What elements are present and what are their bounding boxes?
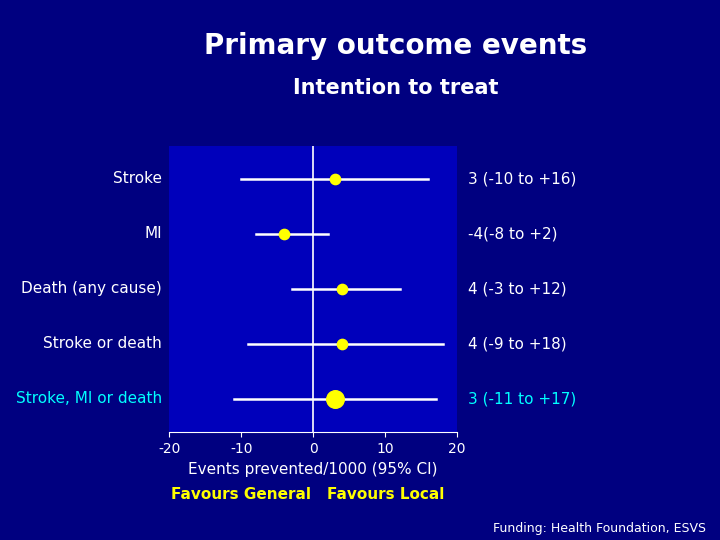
Text: Stroke: Stroke (113, 171, 162, 186)
Text: 3 (-11 to +17): 3 (-11 to +17) (468, 392, 576, 407)
Text: Primary outcome events: Primary outcome events (204, 32, 588, 60)
Text: Favours Local: Favours Local (326, 487, 444, 502)
Text: Events prevented/1000 (95% CI): Events prevented/1000 (95% CI) (189, 462, 438, 477)
Point (329, 174, 341, 183)
Text: -4(-8 to +2): -4(-8 to +2) (468, 226, 557, 241)
Text: Death (any cause): Death (any cause) (22, 281, 162, 296)
Text: Stroke, MI or death: Stroke, MI or death (16, 392, 162, 407)
Text: 4 (-3 to +12): 4 (-3 to +12) (468, 281, 567, 296)
Text: MI: MI (145, 226, 162, 241)
Point (329, 395, 341, 403)
Text: 4 (-9 to +18): 4 (-9 to +18) (468, 336, 567, 352)
Text: Favours General: Favours General (171, 487, 311, 502)
Text: Funding: Health Foundation, ESVS: Funding: Health Foundation, ESVS (492, 522, 706, 535)
Point (336, 340, 348, 348)
Point (336, 285, 348, 293)
Text: Intention to treat: Intention to treat (293, 78, 499, 98)
Text: 3 (-10 to +16): 3 (-10 to +16) (468, 171, 577, 186)
Point (279, 230, 290, 238)
Text: Stroke or death: Stroke or death (43, 336, 162, 352)
